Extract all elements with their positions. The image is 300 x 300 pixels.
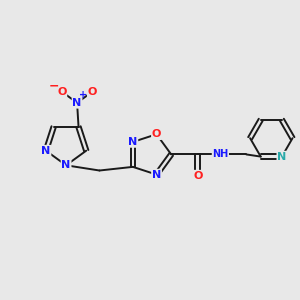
- Text: +: +: [79, 90, 87, 100]
- Text: N: N: [128, 137, 137, 147]
- Text: N: N: [61, 160, 71, 170]
- Text: H: H: [219, 149, 227, 159]
- Text: N: N: [277, 152, 286, 162]
- Text: N: N: [41, 146, 50, 156]
- Text: O: O: [152, 129, 161, 139]
- Text: O: O: [88, 87, 97, 97]
- Text: O: O: [193, 171, 202, 181]
- Text: NH: NH: [212, 149, 229, 159]
- Text: N: N: [72, 98, 82, 108]
- Text: −: −: [49, 79, 60, 92]
- Text: N: N: [152, 169, 161, 180]
- Text: O: O: [57, 87, 66, 97]
